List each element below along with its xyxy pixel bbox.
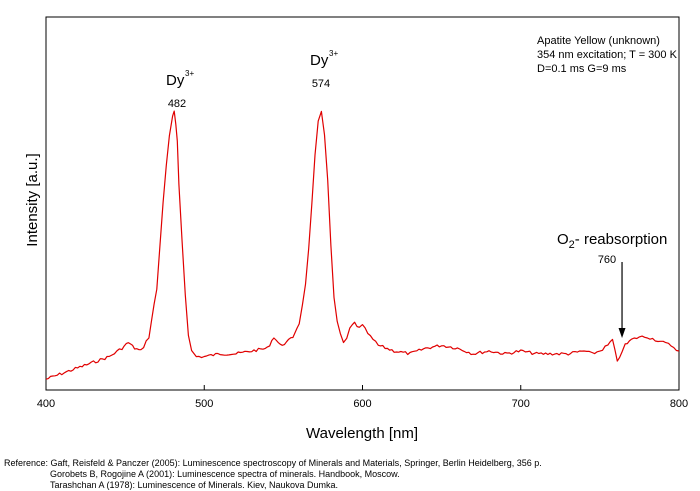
arrow-head-icon (618, 328, 626, 338)
reabsorption-value: 760 (598, 254, 616, 266)
peak-annotation-482: Dy 3+ 482 (166, 69, 194, 110)
reference-line-3: Tarashchan A (1978): Luminescence of Min… (50, 480, 338, 490)
reabsorption-annotation: O2- reabsorption 760 (557, 231, 667, 338)
references: Reference: Gaft, Reisfeld & Panczer (200… (4, 458, 542, 491)
x-axis-title: Wavelength [nm] (306, 425, 418, 442)
reabsorption-sub: 2 (569, 239, 575, 251)
x-axis-ticks: 400 500 600 700 800 (37, 385, 688, 410)
x-tick-label: 400 (37, 398, 55, 410)
x-tick-label: 800 (670, 398, 688, 410)
y-axis-title: Intensity [a.u.] (24, 153, 41, 246)
reabsorption-o: O (557, 231, 569, 248)
info-line-2: 354 nm excitation; T = 300 K (537, 49, 678, 61)
reference-line-2: Gorobets B, Rogojine A (2001): Luminesce… (50, 469, 400, 479)
spectrum-line (45, 110, 680, 380)
x-tick-label: 500 (195, 398, 213, 410)
x-tick-label: 600 (353, 398, 371, 410)
reabsorption-label: O2- reabsorption (557, 231, 667, 251)
peak-value-label: 574 (312, 78, 330, 90)
peak-ion-charge: 3+ (329, 49, 338, 58)
peak-ion-label: Dy (310, 52, 329, 69)
peak-ion-charge: 3+ (185, 69, 194, 78)
x-tick-label: 700 (512, 398, 530, 410)
peak-ion-label: Dy (166, 72, 185, 89)
reference-line-1: Reference: Gaft, Reisfeld & Panczer (200… (4, 458, 542, 468)
info-line-3: D=0.1 ms G=9 ms (537, 63, 627, 75)
peak-value-label: 482 (168, 98, 186, 110)
peak-annotation-574: Dy 3+ 574 (310, 49, 338, 90)
info-line-1: Apatite Yellow (unknown) (537, 35, 660, 47)
reabsorption-rest: - reabsorption (575, 231, 668, 248)
info-box: Apatite Yellow (unknown) 354 nm excitati… (537, 35, 678, 75)
